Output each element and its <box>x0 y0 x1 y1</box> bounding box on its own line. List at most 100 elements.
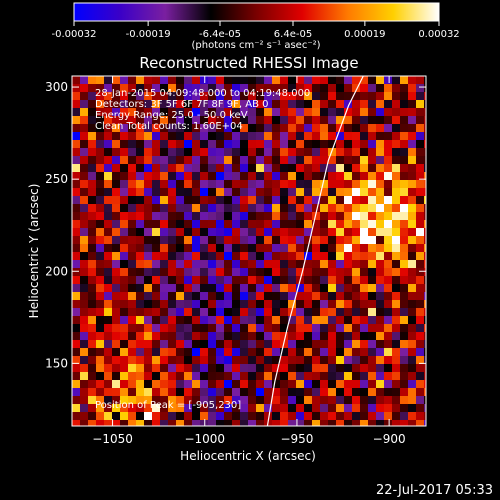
heatmap-cell <box>120 324 129 333</box>
heatmap-cell <box>368 372 377 381</box>
heatmap-cell <box>128 260 137 269</box>
heatmap-cell <box>104 84 113 93</box>
heatmap-cell <box>304 380 313 389</box>
heatmap-cell <box>424 140 426 149</box>
heatmap-cell <box>312 148 321 157</box>
heatmap-cell <box>328 116 337 125</box>
heatmap-cell <box>216 132 225 141</box>
heatmap-cell <box>112 196 121 205</box>
heatmap-cell <box>376 212 385 221</box>
heatmap-cell <box>176 300 185 309</box>
heatmap-cell <box>248 372 257 381</box>
heatmap-cell <box>80 92 89 101</box>
heatmap-cell <box>152 92 161 101</box>
heatmap-cell <box>200 92 209 101</box>
heatmap-cell <box>112 236 121 245</box>
heatmap-cell <box>384 388 393 397</box>
heatmap-cell <box>304 236 313 245</box>
heatmap-cell <box>72 244 81 253</box>
heatmap-cell <box>208 108 217 117</box>
heatmap-cell <box>232 388 241 397</box>
heatmap-cell <box>304 396 313 405</box>
heatmap-cell <box>120 156 129 165</box>
heatmap-cell <box>128 228 137 237</box>
heatmap-cell <box>288 220 297 229</box>
heatmap-cell <box>80 100 89 109</box>
heatmap-cell <box>152 164 161 173</box>
heatmap-cell <box>88 100 97 109</box>
heatmap-cell <box>408 116 417 125</box>
heatmap-cell <box>336 164 345 173</box>
heatmap-cell <box>240 244 249 253</box>
heatmap-cell <box>216 316 225 325</box>
heatmap-cell <box>424 356 426 365</box>
heatmap-cell <box>328 396 337 405</box>
heatmap-cell <box>88 260 97 269</box>
heatmap-cell <box>176 276 185 285</box>
heatmap-cell <box>320 84 329 93</box>
heatmap-cell <box>144 372 153 381</box>
heatmap-cell <box>72 116 81 125</box>
heatmap-cell <box>112 388 121 397</box>
heatmap-cell <box>176 412 185 421</box>
heatmap-cell <box>312 396 321 405</box>
heatmap-cell <box>360 156 369 165</box>
heatmap-cell <box>176 284 185 293</box>
heatmap-cell <box>344 324 353 333</box>
heatmap-cell <box>144 356 153 365</box>
heatmap-cell <box>88 356 97 365</box>
heatmap-cell <box>320 108 329 117</box>
heatmap-cell <box>208 316 217 325</box>
heatmap-cell <box>224 316 233 325</box>
heatmap-cell <box>360 380 369 389</box>
heatmap-cell <box>112 108 121 117</box>
heatmap-cell <box>104 92 113 101</box>
heatmap-cell <box>344 420 353 426</box>
heatmap-cell <box>136 324 145 333</box>
heatmap-cell <box>296 100 305 109</box>
heatmap-cell <box>384 412 393 421</box>
heatmap-cell <box>376 284 385 293</box>
heatmap-cell <box>296 260 305 269</box>
heatmap-cell <box>280 228 289 237</box>
heatmap-cell <box>136 404 145 413</box>
heatmap-cell <box>400 204 409 213</box>
heatmap-cell <box>400 332 409 341</box>
heatmap-cell <box>344 228 353 237</box>
heatmap-cell <box>256 308 265 317</box>
heatmap-cell <box>360 228 369 237</box>
heatmap-cell <box>224 212 233 221</box>
heatmap-cell <box>280 108 289 117</box>
heatmap-cell <box>192 124 201 133</box>
heatmap-cell <box>144 340 153 349</box>
heatmap-cell <box>272 108 281 117</box>
heatmap-cell <box>416 236 425 245</box>
heatmap-cell <box>120 108 129 117</box>
heatmap-cell <box>88 252 97 261</box>
heatmap-cell <box>176 260 185 269</box>
heatmap-cell <box>240 308 249 317</box>
heatmap-cell <box>248 84 257 93</box>
heatmap-cell <box>328 188 337 197</box>
heatmap-cell <box>352 316 361 325</box>
heatmap-cell <box>160 300 169 309</box>
heatmap-cell <box>232 372 241 381</box>
heatmap-cell <box>176 164 185 173</box>
heatmap-cell <box>248 188 257 197</box>
heatmap-cell <box>184 212 193 221</box>
heatmap-cell <box>184 188 193 197</box>
heatmap-cell <box>216 236 225 245</box>
heatmap-cell <box>192 116 201 125</box>
heatmap-cell <box>328 236 337 245</box>
heatmap-cell <box>224 100 233 109</box>
heatmap-cell <box>264 356 273 365</box>
heatmap-cell <box>232 300 241 309</box>
heatmap-cell <box>240 340 249 349</box>
heatmap-cell <box>216 372 225 381</box>
heatmap-cell <box>296 164 305 173</box>
heatmap-cell <box>320 364 329 373</box>
heatmap-cell <box>120 84 129 93</box>
heatmap-cell <box>136 108 145 117</box>
heatmap-cell <box>152 220 161 229</box>
heatmap-cell <box>408 108 417 117</box>
